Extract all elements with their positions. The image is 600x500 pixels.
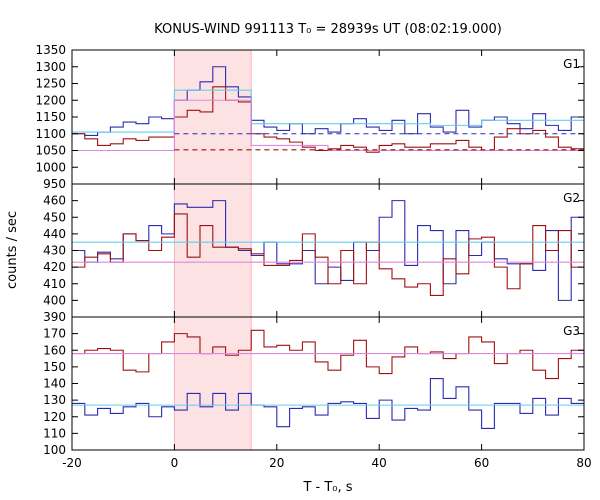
y-tick-label: 150 [43,360,66,374]
y-tick-label: 400 [43,293,66,307]
x-tick-label: 40 [372,456,387,470]
x-axis-label: T - T₀, s [302,480,352,495]
y-tick-label: 160 [43,343,66,357]
y-tick-label: 450 [43,210,66,224]
panel-label: G1 [563,57,580,71]
series-blue-1 [72,377,584,429]
y-tick-label: 1300 [35,60,66,74]
series-pink-3 [72,99,584,152]
highlight-interval [174,317,252,450]
panel-label: G2 [563,191,580,205]
series-blue-0 [72,66,584,136]
y-tick-label: 1150 [35,110,66,124]
panel-g1: 950 1000 1050 1100 1150 1200 1250 1300 1350 G1 [35,43,585,191]
y-tick-label: 1200 [35,93,66,107]
y-tick-label: 420 [43,260,66,274]
y-tick-label: 1100 [35,127,66,141]
x-tick-label: 20 [269,456,284,470]
y-tick-label: 100 [43,443,66,457]
y-tick-label: 410 [43,277,66,291]
y-tick-label: 110 [43,426,66,440]
chart-title: KONUS-WIND 991113 T₀ = 28939s UT (08:02:… [154,22,502,37]
series-red-0 [72,329,584,380]
panel-frame [71,316,585,451]
y-tick-label: 1050 [35,144,66,158]
panel-g3: 100 110 120 130 140 150 160 170 -20 0 20 40 60 80 G3 [43,316,592,470]
x-tick-label: 60 [474,456,489,470]
y-tick-label: 1350 [35,43,66,57]
x-tick-label: 80 [576,456,591,470]
x-tick-label: -20 [62,456,82,470]
y-tick-label: 950 [43,177,66,191]
series-cyan-2 [72,89,584,133]
y-tick-label: 1250 [35,77,66,91]
panel-label: G3 [563,324,580,338]
y-tick-label: 120 [43,410,66,424]
plot-panels: 95010001050110011501200125013001350G1390… [35,43,591,470]
panel-g2: 390 400 410 420 430 440 450 460 G2 [43,183,585,324]
y-tick-label: 430 [43,244,66,258]
y-tick-label: 460 [43,194,66,208]
y-tick-label: 1000 [35,160,66,174]
x-tick-label: 0 [171,456,179,470]
y-tick-label: 390 [43,310,66,324]
y-axis-label: counts / sec [5,211,20,289]
y-tick-label: 140 [43,377,66,391]
y-tick-label: 130 [43,393,66,407]
y-tick-label: 440 [43,227,66,241]
y-tick-label: 170 [43,327,66,341]
series-red-1 [72,213,584,296]
